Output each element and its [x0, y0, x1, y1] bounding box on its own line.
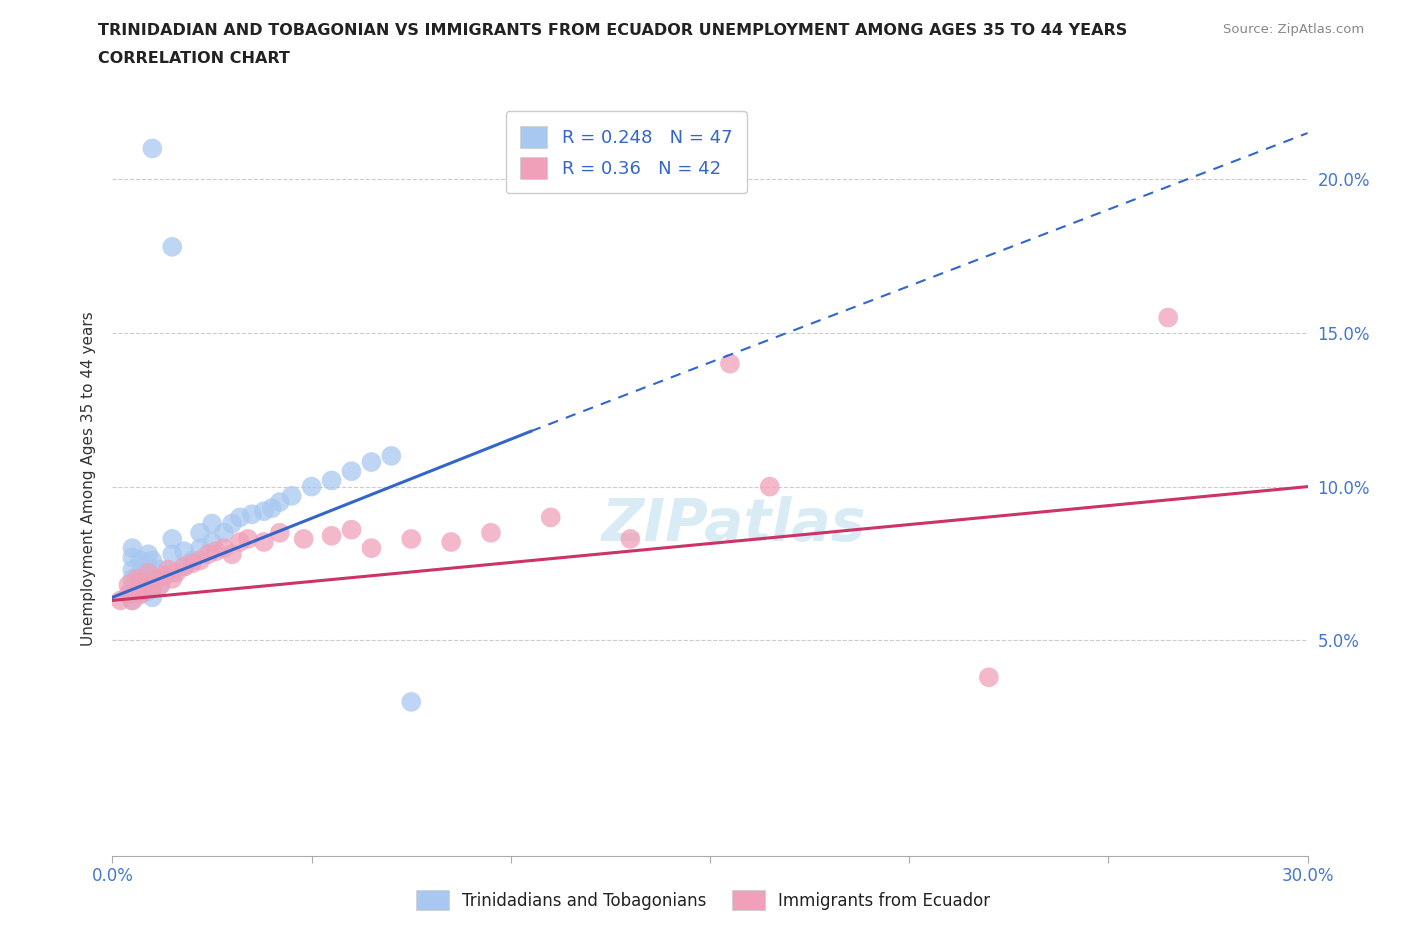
Text: ZIPatlas: ZIPatlas: [602, 496, 866, 552]
Y-axis label: Unemployment Among Ages 35 to 44 years: Unemployment Among Ages 35 to 44 years: [80, 312, 96, 646]
Point: [125, 571, 148, 586]
Point: [197, 547, 219, 562]
Text: CORRELATION CHART: CORRELATION CHART: [98, 51, 290, 66]
Point: [121, 540, 143, 555]
Point: [141, 580, 163, 595]
Point: [540, 510, 562, 525]
Point: [117, 587, 139, 602]
Point: [281, 488, 304, 503]
Point: [360, 540, 382, 555]
Point: [141, 141, 163, 156]
Point: [380, 448, 402, 463]
Point: [121, 593, 143, 608]
Legend: R = 0.248   N = 47, R = 0.36   N = 42: R = 0.248 N = 47, R = 0.36 N = 42: [506, 112, 747, 193]
Point: [212, 540, 235, 555]
Point: [141, 578, 163, 592]
Point: [129, 565, 152, 580]
Point: [173, 559, 195, 574]
Point: [162, 571, 183, 586]
Point: [165, 565, 187, 580]
Point: [162, 565, 183, 580]
Text: Source: ZipAtlas.com: Source: ZipAtlas.com: [1223, 23, 1364, 36]
Point: [1157, 310, 1180, 325]
Point: [759, 479, 782, 494]
Point: [110, 593, 132, 608]
Point: [173, 544, 195, 559]
Point: [260, 500, 283, 515]
Point: [321, 473, 343, 488]
Point: [221, 516, 243, 531]
Point: [253, 535, 276, 550]
Text: TRINIDADIAN AND TOBAGONIAN VS IMMIGRANTS FROM ECUADOR UNEMPLOYMENT AMONG AGES 35: TRINIDADIAN AND TOBAGONIAN VS IMMIGRANTS…: [98, 23, 1128, 38]
Point: [121, 580, 143, 595]
Point: [121, 593, 143, 608]
Point: [145, 571, 167, 586]
Point: [340, 523, 363, 538]
Point: [440, 535, 463, 550]
Point: [121, 571, 143, 586]
Point: [153, 568, 176, 583]
Point: [162, 531, 183, 546]
Point: [236, 531, 259, 546]
Point: [188, 540, 211, 555]
Point: [173, 559, 195, 574]
Point: [129, 587, 152, 602]
Point: [619, 531, 641, 546]
Legend: Trinidadians and Tobagonians, Immigrants from Ecuador: Trinidadians and Tobagonians, Immigrants…: [409, 884, 997, 917]
Point: [269, 525, 291, 540]
Point: [977, 670, 1000, 684]
Point: [153, 568, 176, 583]
Point: [117, 578, 139, 592]
Point: [149, 578, 172, 592]
Point: [292, 531, 315, 546]
Point: [149, 563, 172, 578]
Point: [401, 531, 423, 546]
Point: [321, 528, 343, 543]
Point: [138, 578, 160, 592]
Point: [479, 525, 502, 540]
Point: [162, 547, 183, 562]
Point: [138, 565, 160, 580]
Point: [138, 584, 160, 599]
Point: [129, 575, 152, 590]
Point: [141, 590, 163, 604]
Point: [201, 516, 224, 531]
Point: [360, 455, 382, 470]
Point: [149, 578, 172, 592]
Point: [121, 563, 143, 578]
Point: [141, 553, 163, 568]
Point: [340, 464, 363, 479]
Point: [138, 547, 160, 562]
Point: [188, 525, 211, 540]
Point: [138, 559, 160, 574]
Point: [718, 356, 741, 371]
Point: [221, 547, 243, 562]
Point: [134, 584, 156, 599]
Point: [181, 556, 204, 571]
Point: [138, 571, 160, 586]
Point: [229, 510, 252, 525]
Point: [141, 565, 163, 580]
Point: [253, 504, 276, 519]
Point: [240, 507, 263, 522]
Point: [401, 695, 423, 710]
Point: [201, 535, 224, 550]
Point: [205, 544, 228, 559]
Point: [181, 553, 204, 568]
Point: [188, 553, 211, 568]
Point: [301, 479, 323, 494]
Point: [229, 535, 252, 550]
Point: [157, 563, 180, 578]
Point: [121, 550, 143, 565]
Point: [162, 239, 183, 254]
Point: [129, 587, 152, 602]
Point: [212, 525, 235, 540]
Point: [129, 553, 152, 568]
Point: [125, 584, 148, 599]
Point: [129, 578, 152, 592]
Point: [269, 495, 291, 510]
